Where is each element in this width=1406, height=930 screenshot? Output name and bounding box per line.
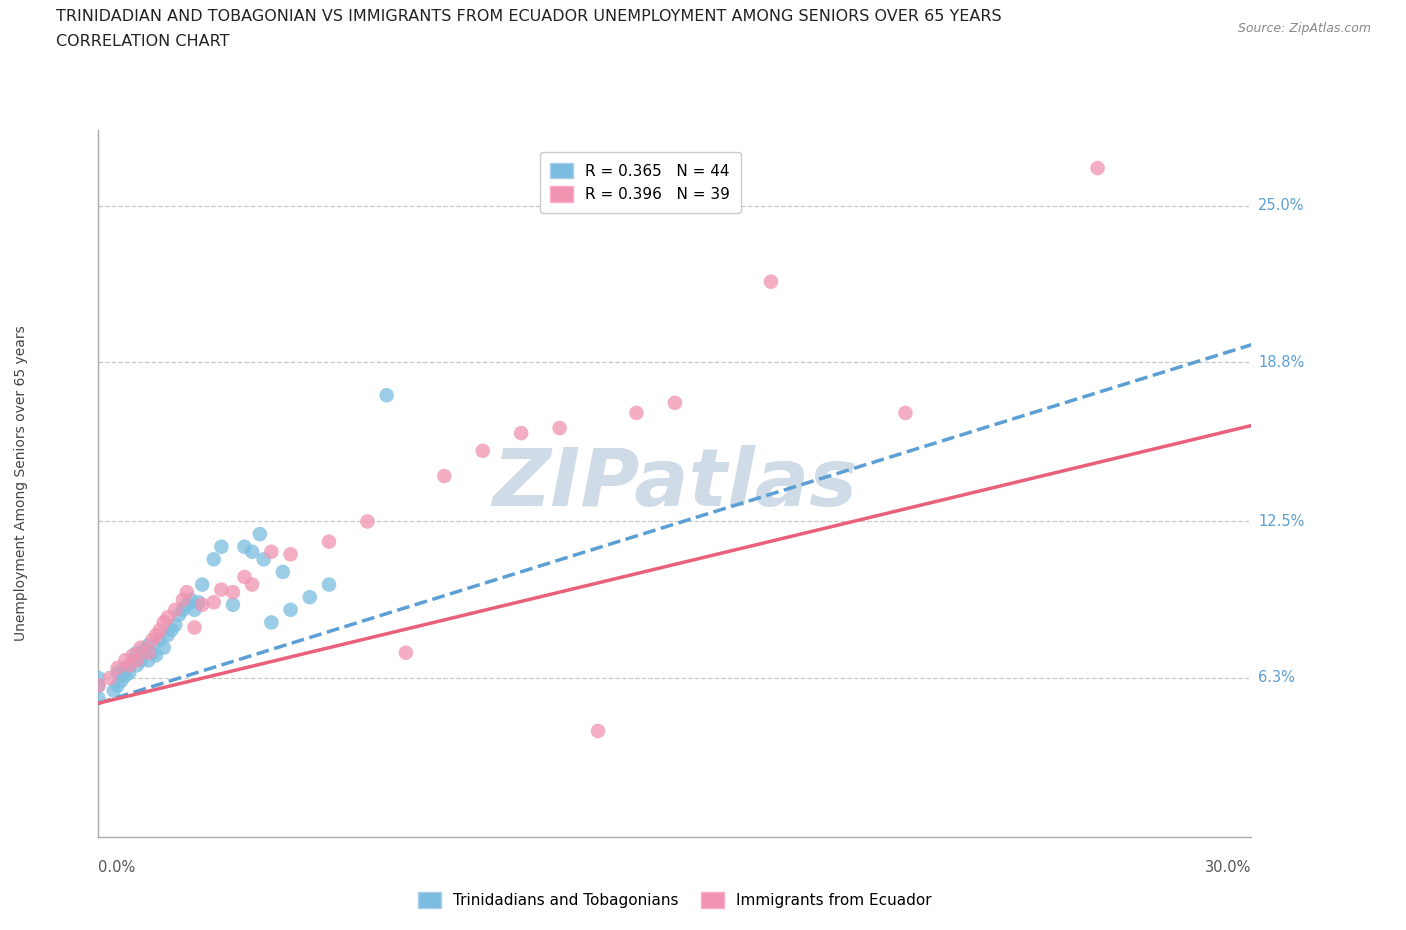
Point [87, 691, 110, 706]
Point [209, 582, 232, 597]
Point [233, 539, 256, 554]
Point [260, 615, 283, 630]
Point [122, 653, 145, 668]
Point [114, 653, 136, 668]
Point [152, 640, 174, 655]
Point [209, 539, 232, 554]
Point [125, 645, 148, 660]
Point [202, 595, 225, 610]
Point [222, 597, 245, 612]
Point [471, 444, 494, 458]
Point [176, 597, 198, 612]
Text: Source: ZipAtlas.com: Source: ZipAtlas.com [1237, 22, 1371, 35]
Point [125, 658, 148, 672]
Point [145, 628, 167, 643]
Text: 0.0%: 0.0% [98, 860, 135, 875]
Point [107, 660, 129, 675]
Point [145, 648, 167, 663]
Point [222, 585, 245, 600]
Point [318, 578, 340, 592]
Point [172, 603, 194, 618]
Point [114, 660, 136, 675]
Point [626, 405, 648, 420]
Point [156, 628, 179, 643]
Point [87, 678, 110, 693]
Point [260, 544, 283, 559]
Point [191, 597, 214, 612]
Point [138, 653, 160, 668]
Legend: Trinidadians and Tobagonians, Immigrants from Ecuador: Trinidadians and Tobagonians, Immigrants… [412, 886, 938, 914]
Point [118, 666, 141, 681]
Point [233, 569, 256, 584]
Point [114, 668, 136, 683]
Point [160, 622, 183, 637]
Point [107, 666, 129, 681]
Point [586, 724, 609, 738]
Point [152, 615, 174, 630]
Point [271, 565, 294, 579]
Text: CORRELATION CHART: CORRELATION CHART [56, 34, 229, 49]
Point [183, 603, 205, 618]
Point [1087, 161, 1109, 176]
Point [395, 645, 418, 660]
Point [87, 678, 110, 693]
Text: ZIPatlas: ZIPatlas [492, 445, 858, 523]
Point [253, 551, 276, 566]
Point [180, 592, 202, 607]
Point [356, 514, 378, 529]
Point [548, 420, 571, 435]
Point [138, 645, 160, 660]
Point [318, 534, 340, 549]
Point [167, 607, 190, 622]
Point [191, 578, 214, 592]
Point [156, 610, 179, 625]
Text: 6.3%: 6.3% [1258, 671, 1295, 685]
Point [240, 578, 263, 592]
Point [298, 590, 321, 604]
Point [122, 648, 145, 663]
Point [375, 388, 398, 403]
Point [249, 526, 271, 541]
Point [894, 405, 917, 420]
Point [759, 274, 782, 289]
Point [149, 632, 172, 647]
Point [240, 544, 263, 559]
Point [103, 684, 125, 698]
Point [202, 551, 225, 566]
Point [141, 632, 163, 647]
Point [134, 643, 156, 658]
Point [165, 603, 187, 618]
Point [510, 426, 533, 441]
Point [176, 585, 198, 600]
Point [87, 671, 110, 685]
Text: 12.5%: 12.5% [1258, 514, 1305, 529]
Point [187, 595, 209, 610]
Point [280, 547, 302, 562]
Text: TRINIDADIAN AND TOBAGONIAN VS IMMIGRANTS FROM ECUADOR UNEMPLOYMENT AMONG SENIORS: TRINIDADIAN AND TOBAGONIAN VS IMMIGRANTS… [56, 9, 1002, 24]
Text: 25.0%: 25.0% [1258, 198, 1305, 213]
Point [110, 673, 132, 688]
Point [165, 618, 187, 632]
Point [138, 638, 160, 653]
Point [125, 653, 148, 668]
Point [107, 678, 129, 693]
Text: Unemployment Among Seniors over 65 years: Unemployment Among Seniors over 65 years [14, 326, 28, 642]
Point [98, 671, 121, 685]
Point [149, 622, 172, 637]
Point [433, 469, 456, 484]
Point [141, 645, 163, 660]
Text: 18.8%: 18.8% [1258, 355, 1305, 370]
Point [280, 603, 302, 618]
Point [118, 658, 141, 672]
Point [172, 592, 194, 607]
Point [664, 395, 686, 410]
Point [129, 653, 152, 668]
Text: 30.0%: 30.0% [1205, 860, 1251, 875]
Point [183, 620, 205, 635]
Point [129, 640, 152, 655]
